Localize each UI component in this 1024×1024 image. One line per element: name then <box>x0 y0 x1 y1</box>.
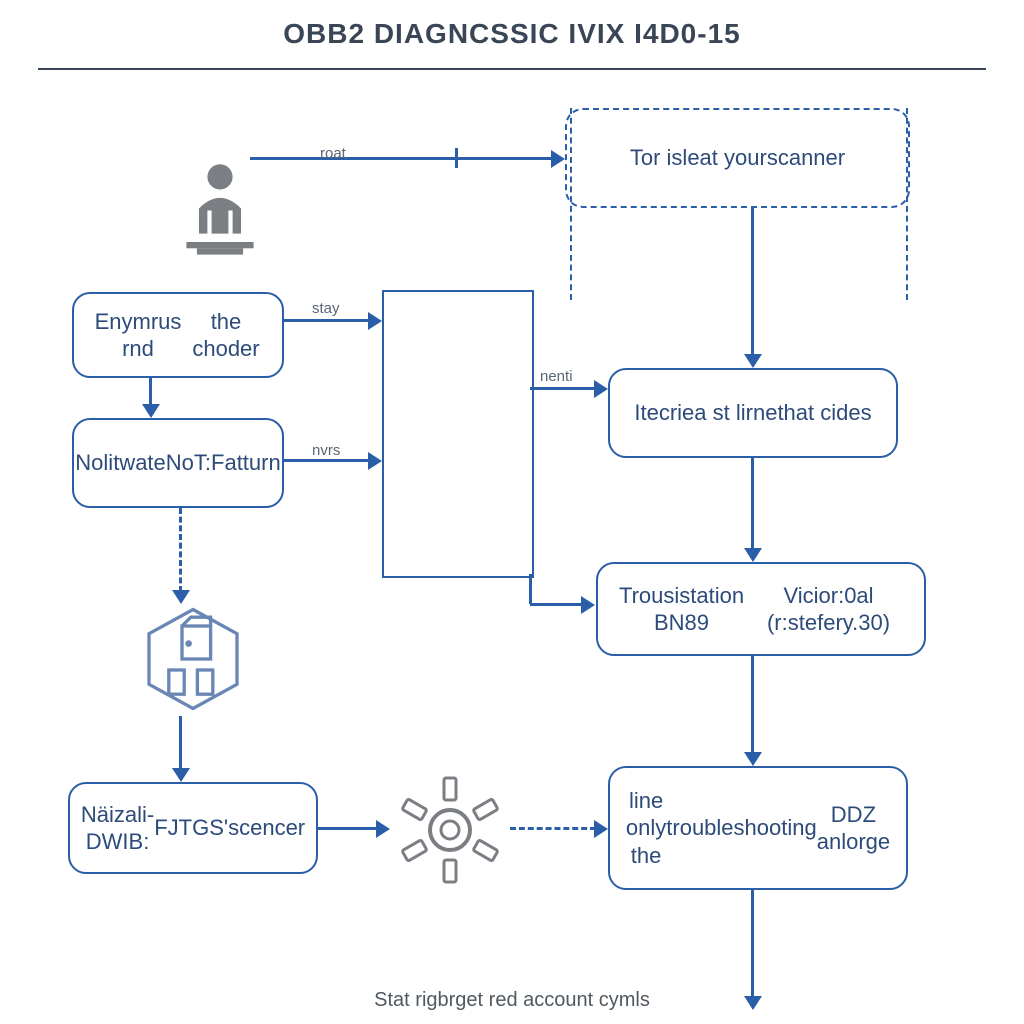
edge-label: stay <box>312 300 340 317</box>
junction-box <box>382 290 534 578</box>
node-ddz: line only thetroubleshootingDDZ anlorge <box>608 766 908 890</box>
node-scencer: Näizali-DWIB:FJTGS'scencer <box>68 782 318 874</box>
gear-radial-icon <box>390 770 510 895</box>
device-hex-icon <box>138 604 248 719</box>
node-nolitwate: NolitwateNoT:Fatturn <box>72 418 284 508</box>
dashed-guide-1 <box>906 108 908 300</box>
edge-label: roat <box>320 145 346 162</box>
diagram-title: OBB2 DIAGNCSSIC IVIX I4D0-15 <box>0 18 1024 50</box>
node-lirne: Itecriea st lirnethat cides <box>608 368 898 458</box>
title-underline <box>38 68 986 70</box>
node-scanner: Tor isleat yourscanner <box>565 108 910 208</box>
dashed-guide-0 <box>570 108 572 300</box>
node-trous: Trousistation BN89Vicior:0al (r:stefery.… <box>596 562 926 656</box>
person-icon <box>165 158 275 268</box>
edge-label: nvrs <box>312 442 340 459</box>
edge-label: nenti <box>540 368 573 385</box>
footer-caption: Stat rigbrget red account cymls <box>0 989 1024 1012</box>
node-choder: Enymrus rndthe choder <box>72 292 284 378</box>
